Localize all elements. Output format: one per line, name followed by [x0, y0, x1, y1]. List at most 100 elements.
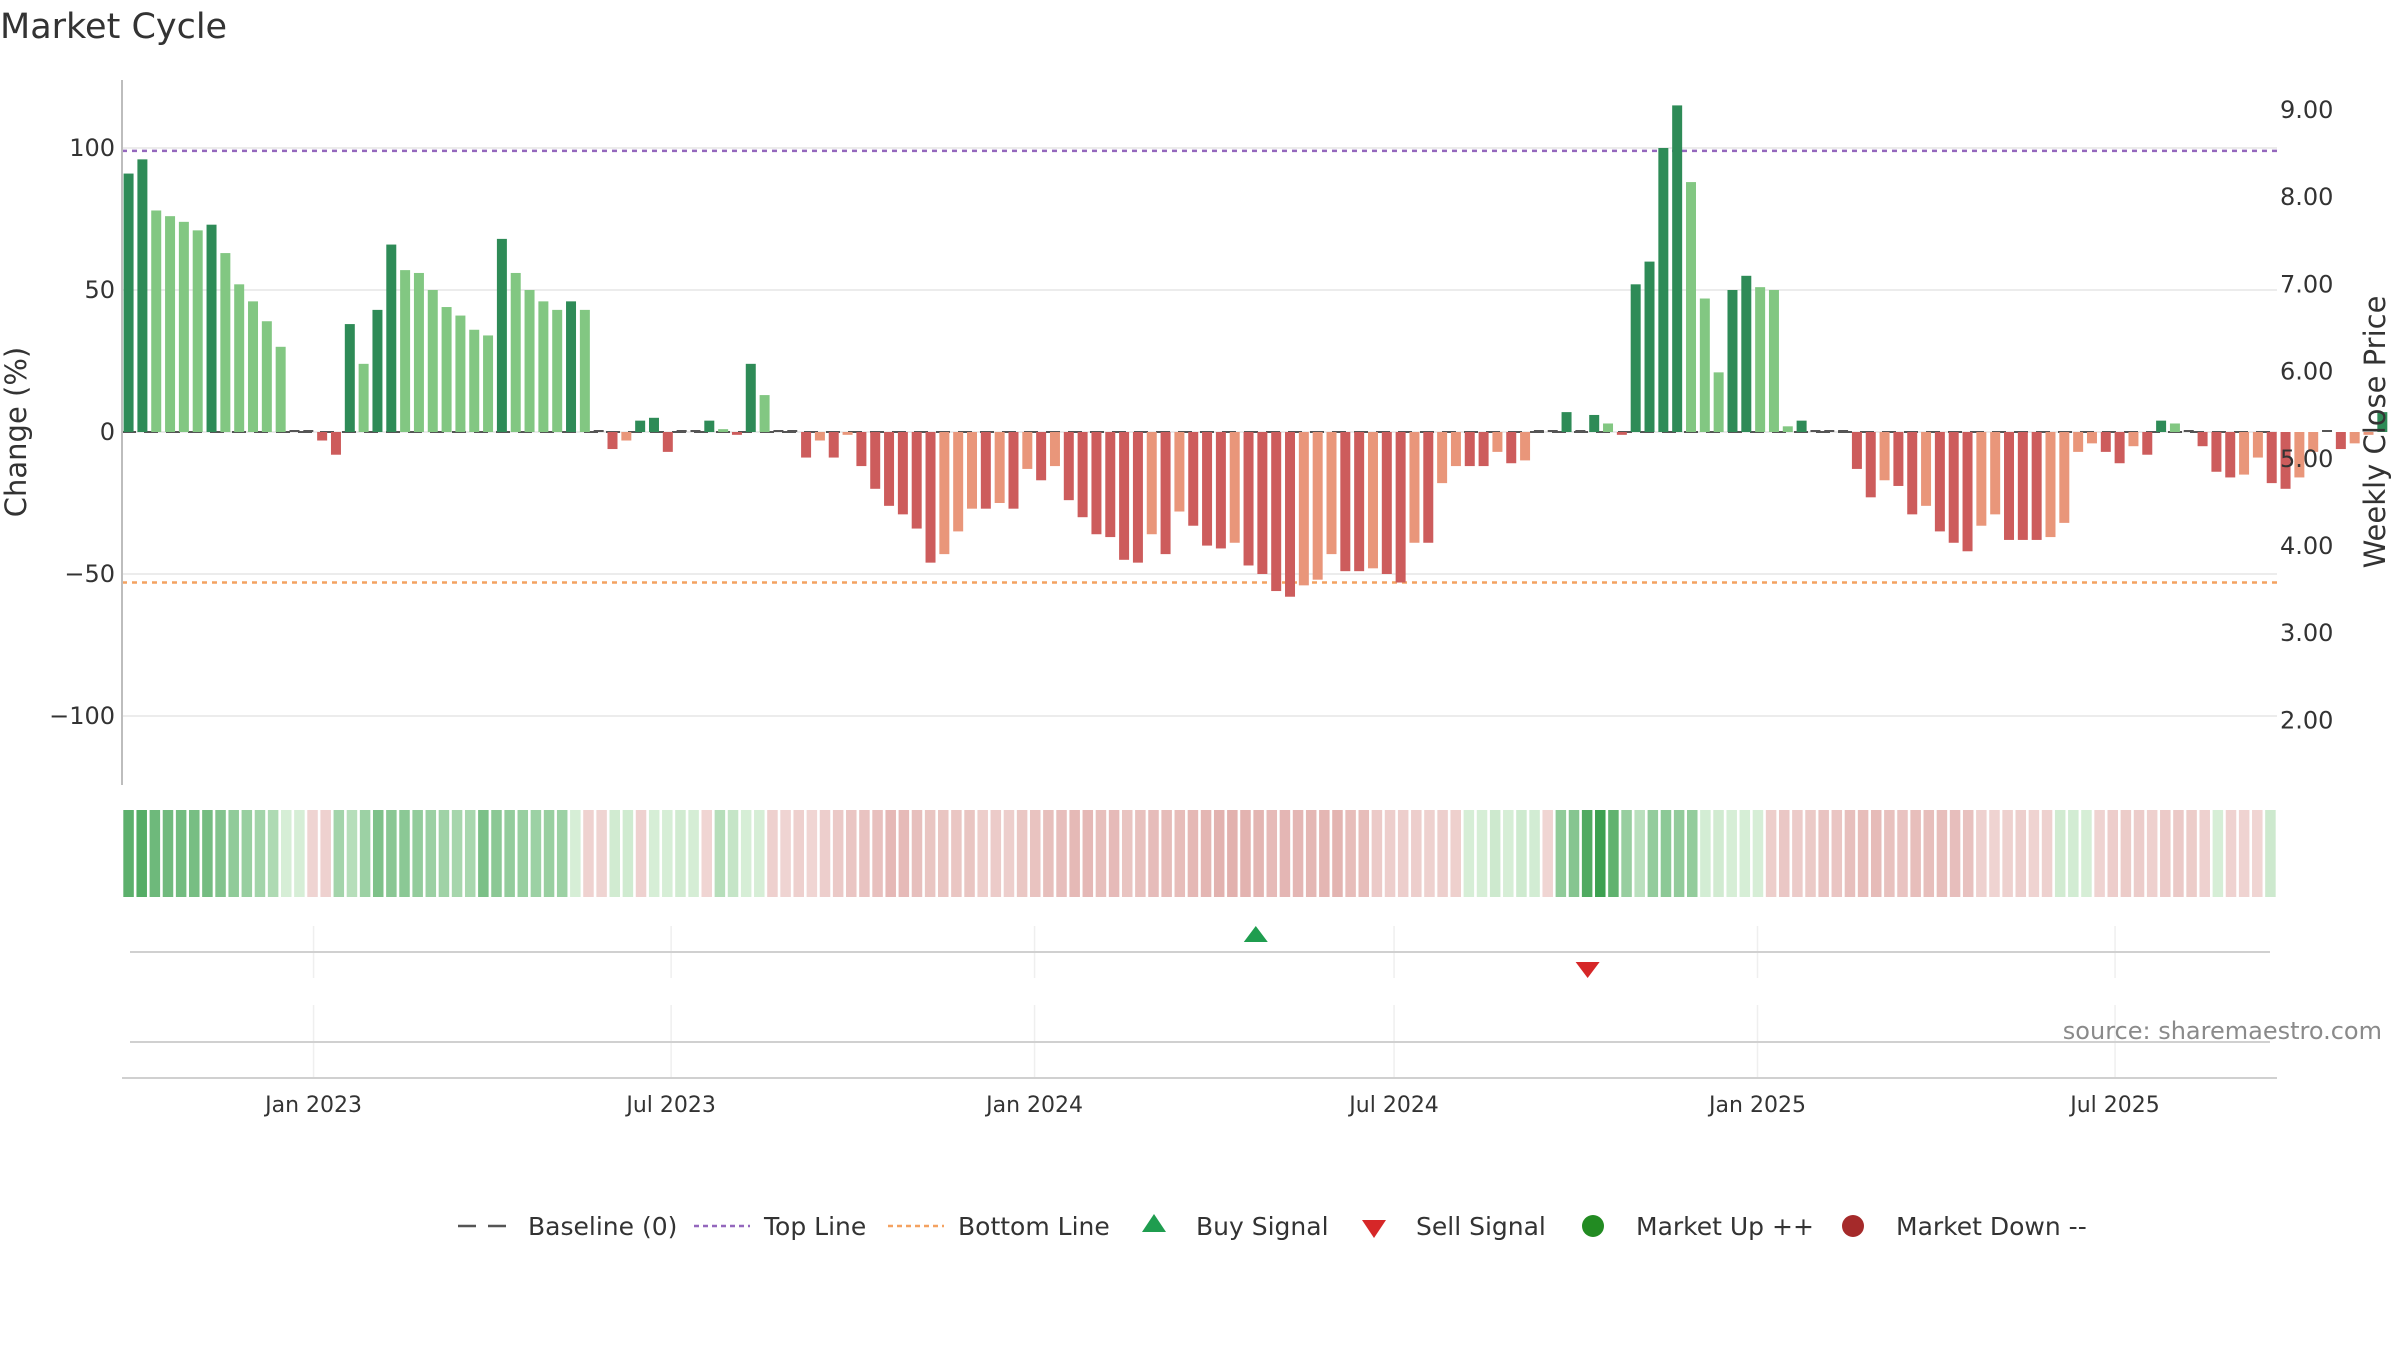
bar — [2239, 432, 2250, 475]
bar — [1091, 432, 1102, 535]
heat-cell — [1332, 810, 1343, 897]
y-tick-label: −100 — [49, 702, 115, 730]
legend-label: Top Line — [763, 1212, 866, 1241]
bar — [1520, 432, 1531, 461]
bar — [1257, 432, 1268, 574]
heat-cell — [1923, 810, 1935, 897]
heat-cell — [1029, 810, 1041, 897]
heat-cell — [1135, 810, 1146, 897]
chart-title: Market Cycle — [0, 7, 227, 47]
heat-cell — [412, 810, 423, 897]
y2-tick-label: 9.00 — [2280, 96, 2333, 124]
bar — [1132, 432, 1143, 563]
bar — [704, 420, 715, 432]
bar — [2100, 432, 2111, 452]
heat-cell — [1095, 810, 1107, 897]
heat-cell — [215, 810, 226, 897]
heat-cell — [267, 810, 279, 897]
heat-cell — [556, 810, 568, 897]
bar — [1741, 275, 1752, 432]
heat-cell — [1424, 810, 1435, 897]
bar — [690, 430, 701, 432]
x-tick-label: Jul 2024 — [1347, 1093, 1439, 1118]
heat-cell — [924, 810, 936, 897]
bar — [1893, 432, 1904, 486]
y2-tick-label: 5.00 — [2280, 445, 2333, 473]
heat-cell — [1713, 810, 1724, 897]
bar — [1395, 432, 1406, 583]
heat-cell — [622, 810, 634, 897]
heat-cell — [1634, 810, 1645, 897]
heat-cell — [780, 810, 791, 897]
bar — [2211, 432, 2222, 472]
heat-cell — [1292, 810, 1304, 897]
heat-cell — [1384, 810, 1396, 897]
heat-cell — [478, 810, 489, 897]
x-axis-ticks: Jan 2023 Jul 2023 Jan 2024 Jul 2024 Jan 2025… — [263, 1093, 2160, 1118]
bar — [1838, 430, 1849, 432]
heat-cell — [1069, 810, 1080, 897]
bar — [510, 272, 521, 432]
heat-cell — [754, 810, 765, 897]
heat-cell — [1043, 810, 1054, 897]
heat-cell — [399, 810, 410, 897]
bar — [828, 432, 839, 458]
bar — [870, 432, 881, 489]
bar — [275, 346, 286, 432]
heat-cell — [609, 810, 621, 897]
bar — [967, 432, 977, 509]
bar — [1686, 182, 1696, 432]
heat-cell — [1844, 810, 1856, 897]
bar — [842, 432, 853, 435]
legend-circle-icon — [1842, 1215, 1864, 1237]
heat-cell — [1411, 810, 1422, 897]
bar — [1644, 261, 1655, 432]
heat-cell — [767, 810, 778, 897]
bar — [1464, 432, 1475, 467]
bar — [303, 430, 314, 432]
bar — [2280, 432, 2291, 489]
heat-cell — [346, 810, 358, 897]
heat-cell — [701, 810, 712, 897]
heat-cell — [1949, 810, 1961, 897]
legend: Baseline (0) Top Line Bottom Line Buy Signa… — [458, 1212, 2087, 1241]
heat-cell — [1345, 810, 1356, 897]
bar — [994, 432, 1005, 503]
heat-cell — [438, 810, 450, 897]
heat-cell — [583, 810, 594, 897]
bar — [2363, 432, 2374, 435]
bar — [538, 301, 549, 432]
heat-cell — [1555, 810, 1567, 897]
bar — [2004, 432, 2015, 540]
bar — [2225, 432, 2236, 478]
bar — [1437, 432, 1448, 484]
bar — [579, 309, 590, 432]
heat-cell — [2186, 810, 2197, 897]
heat-cell — [307, 810, 318, 897]
heat-cell — [1016, 810, 1028, 897]
bar — [386, 244, 397, 432]
bar — [1879, 432, 1890, 481]
heat-cell — [1319, 810, 1330, 897]
heat-cell — [2199, 810, 2210, 897]
bar — [2335, 432, 2346, 450]
heat-cell — [2120, 810, 2132, 897]
heat-cell — [1148, 810, 1159, 897]
bar — [1934, 432, 1945, 532]
bar — [1215, 432, 1226, 549]
y2-tick-label: 6.00 — [2280, 358, 2333, 386]
bar — [2322, 430, 2333, 432]
heat-cell — [2002, 810, 2013, 897]
heat-cell — [1989, 810, 2000, 897]
bar — [261, 321, 272, 432]
y-axis-ticks: 100 50 0 −50 −100 — [49, 134, 115, 730]
heat-cell — [320, 810, 331, 897]
y2-tick-label: 4.00 — [2280, 532, 2333, 560]
bar — [953, 432, 964, 532]
bar — [1976, 432, 1987, 526]
bar — [925, 432, 936, 563]
bar — [344, 324, 355, 432]
legend-label: Sell Signal — [1416, 1212, 1546, 1241]
bar — [2377, 412, 2388, 432]
heat-cell — [1897, 810, 1908, 897]
